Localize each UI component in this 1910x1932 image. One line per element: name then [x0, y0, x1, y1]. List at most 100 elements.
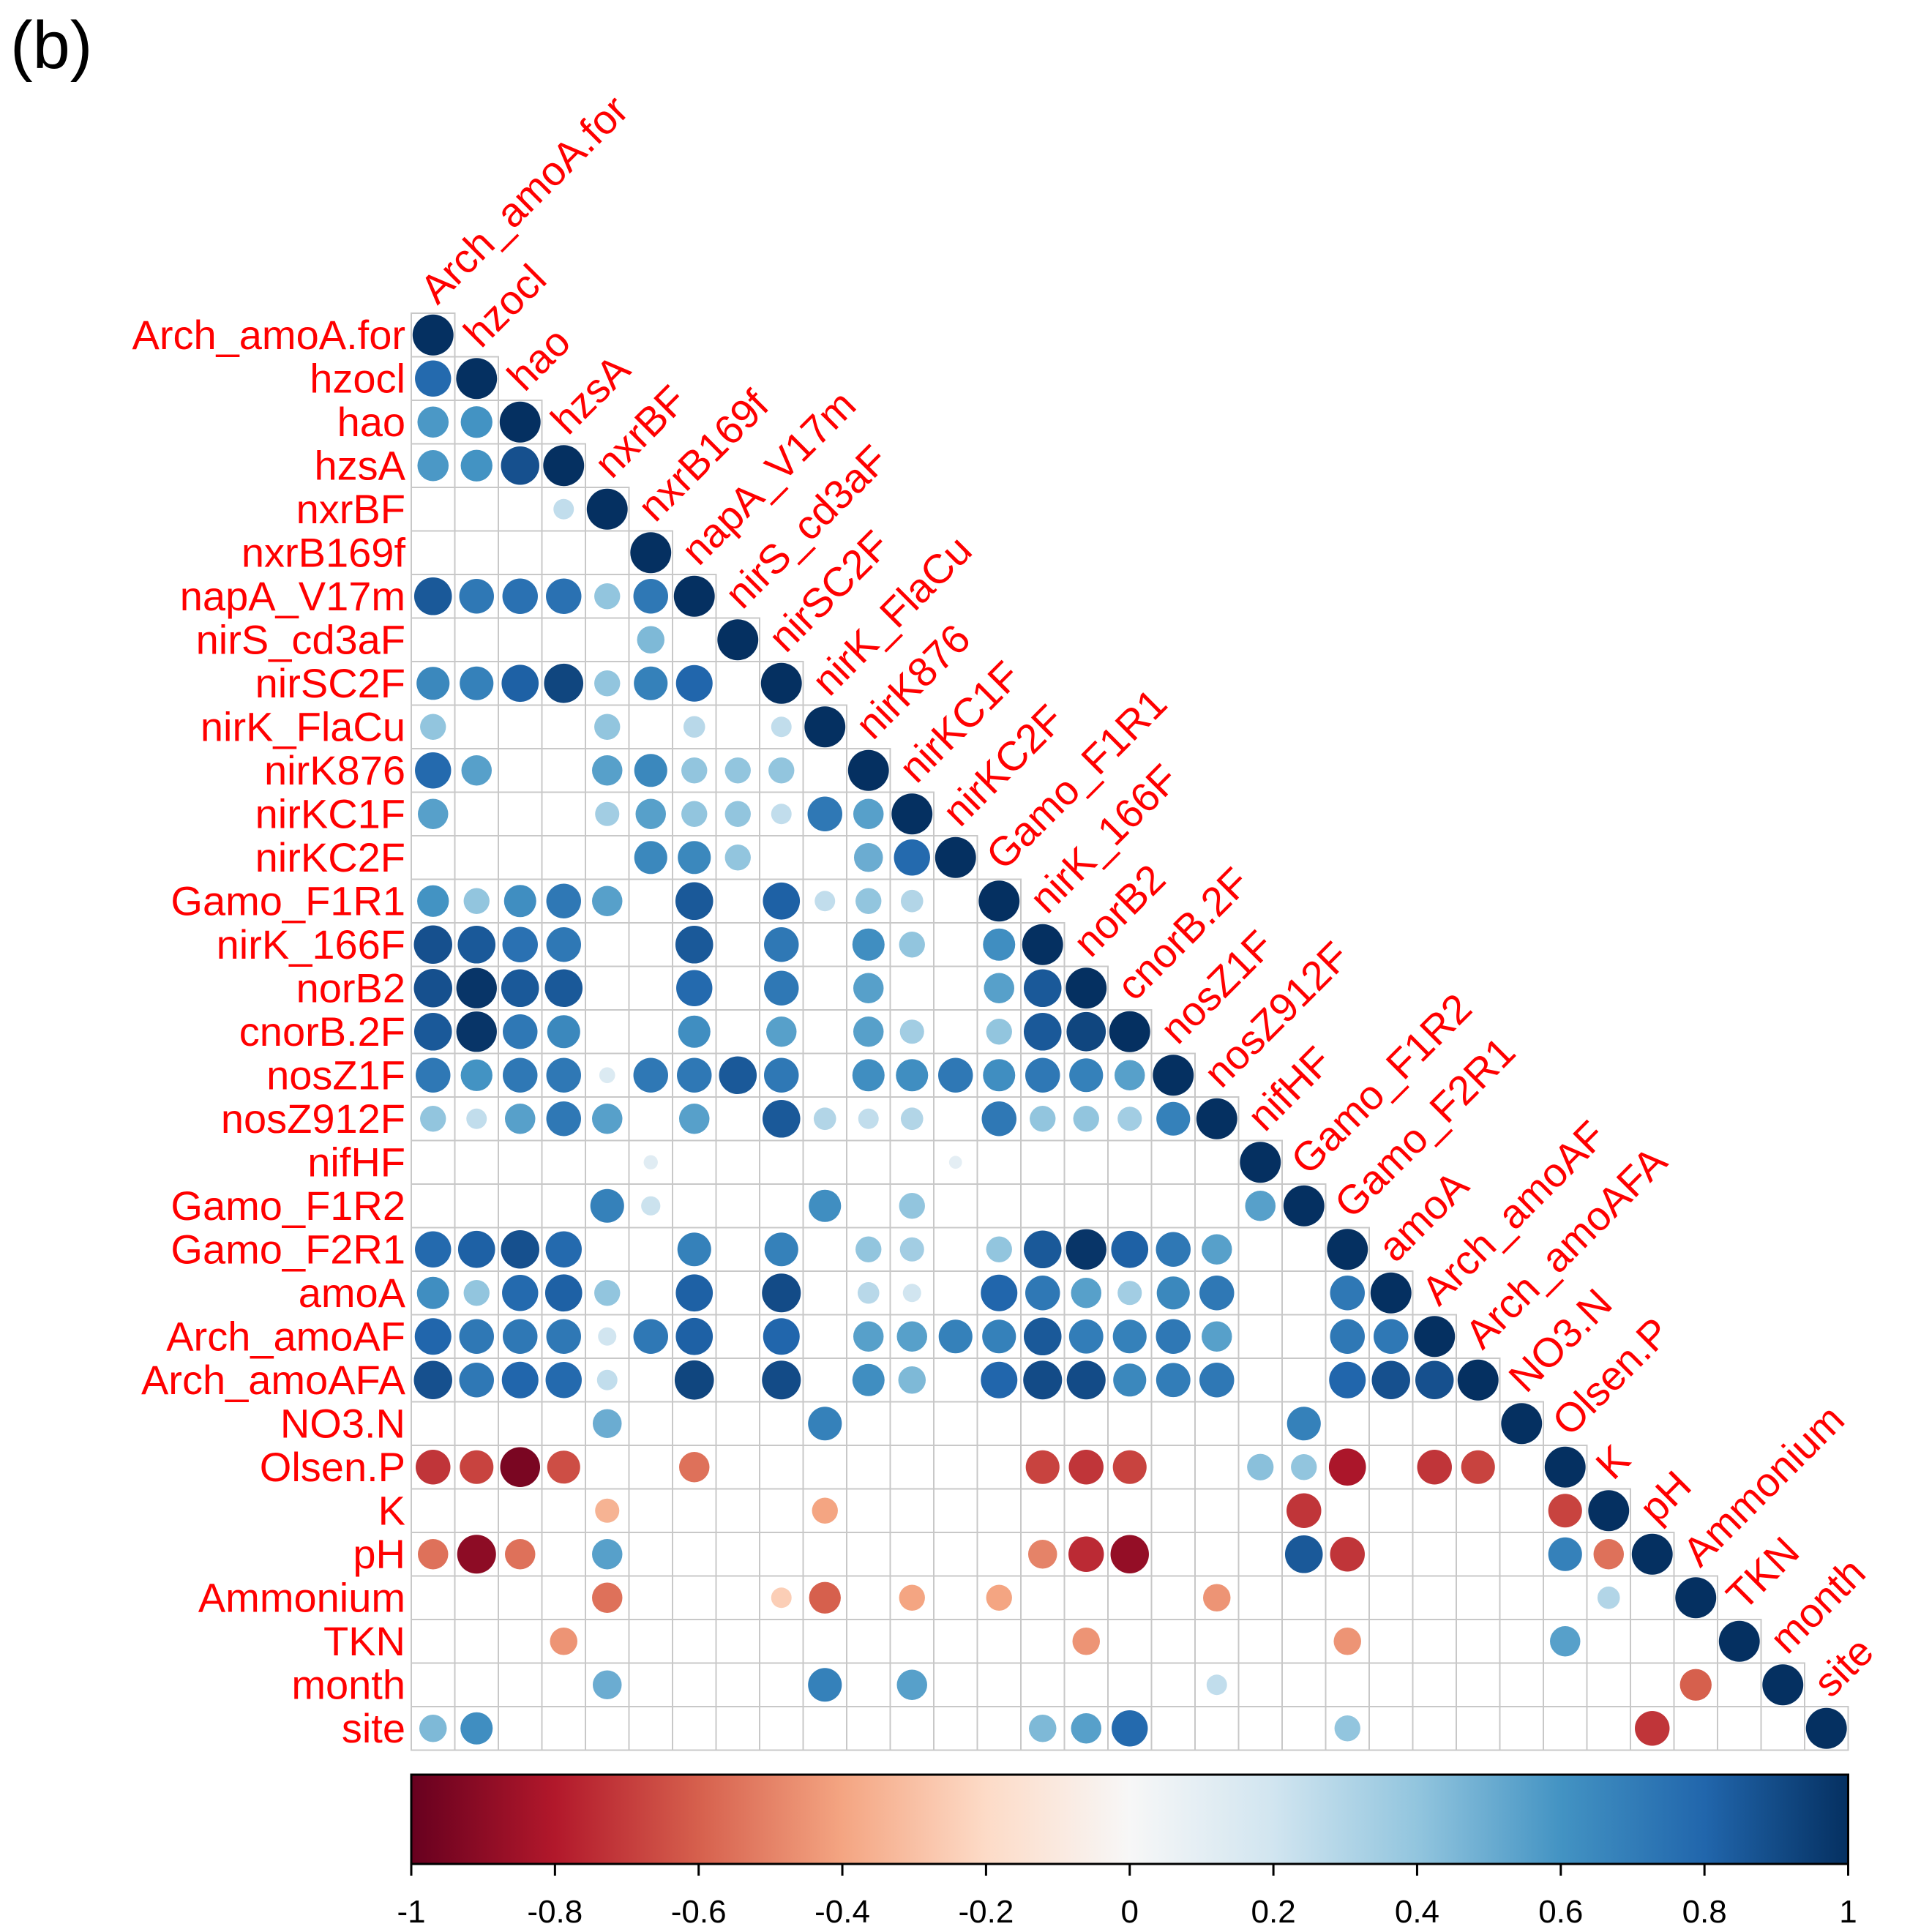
grid-cell	[976, 1488, 1022, 1533]
corr-point: Arch_amoAF / Arch_amoAF	[1414, 1316, 1456, 1358]
grid-cell	[715, 1662, 760, 1707]
grid-cell	[628, 1270, 673, 1316]
grid-cell	[498, 1401, 543, 1446]
grid-cell	[846, 1445, 891, 1490]
corr-point: Arch_amoAFA / Gamo_F1R1	[981, 1361, 1018, 1399]
grid-cell	[585, 1227, 630, 1272]
grid-cell	[585, 617, 630, 662]
grid-cell	[1412, 1532, 1457, 1577]
colorbar-tick-label: -1	[397, 1894, 425, 1930]
corr-point: Arch_amoAFA / hao	[501, 1361, 539, 1399]
grid-cell	[672, 1488, 717, 1533]
corr-point: nxrBF / nxrBF	[586, 488, 628, 530]
grid-cell	[498, 835, 543, 880]
corr-point: cnorB.2F / nirKC1F	[899, 1019, 924, 1044]
corr-point: nirK_166F / hzsA	[546, 927, 581, 962]
corr-point: month / nirK_FlaCu	[808, 1668, 842, 1702]
grid-cell	[933, 1619, 978, 1664]
grid-cell	[454, 1662, 499, 1707]
grid-cell	[715, 1358, 760, 1403]
corr-point: amoA / nosZ912F	[1199, 1276, 1235, 1311]
corr-point: TKN / Gamo_F2R1	[1333, 1627, 1362, 1655]
grid-cell	[759, 1445, 804, 1490]
corr-point: norB2 / nirK876	[853, 973, 884, 1003]
corr-point: nosZ912F / nosZ912F	[1196, 1098, 1237, 1139]
corr-point: TKN / TKN	[1718, 1620, 1760, 1662]
grid-cell	[1543, 1662, 1588, 1707]
corr-point: nirK876 / nirSC2F	[768, 757, 795, 784]
grid-cell	[976, 1445, 1022, 1490]
corr-point: Gamo_F1R2 / nxrBF	[590, 1188, 624, 1223]
grid-cell	[498, 530, 543, 575]
grid-cell	[1194, 1532, 1240, 1577]
grid-cell	[802, 1358, 847, 1403]
grid-cell	[498, 1183, 543, 1229]
corr-point: Arch_amoA.for / Arch_amoA.for	[412, 314, 454, 356]
corr-point: Gamo_F2R1 / hao	[501, 1230, 539, 1269]
corr-point: nosZ1F / hao	[503, 1057, 538, 1093]
grid-cell	[1194, 1706, 1240, 1751]
corr-point: Gamo_F2R1 / hzocl	[457, 1230, 495, 1268]
grid-cell	[715, 1532, 760, 1577]
grid-cell	[1020, 1619, 1066, 1664]
grid-cell	[454, 1401, 499, 1446]
grid-cell	[628, 1575, 673, 1620]
corr-point: Arch_amoAF / norB2	[1068, 1319, 1104, 1354]
corr-point: Olsen.P / norB2	[1068, 1450, 1104, 1485]
grid-cell	[498, 1706, 543, 1751]
grid-cell	[933, 1270, 978, 1316]
corr-point: Gamo_F2R1 / nirK_166F	[1023, 1230, 1062, 1269]
grid-cell	[846, 1401, 891, 1446]
grid-cell	[672, 1532, 717, 1577]
corr-point: amoA / Gamo_F2R1	[1330, 1276, 1365, 1311]
grid-cell	[1281, 1662, 1327, 1707]
corr-point: nosZ1F / nirK876	[852, 1059, 885, 1092]
colorbar-tick-label: 0.6	[1538, 1894, 1583, 1930]
row-label: Arch_amoA.for	[132, 312, 406, 358]
grid-cell	[802, 1227, 847, 1272]
corr-point: napA_V17m / napA_V17m	[673, 575, 715, 617]
corr-point: nifHF / nxrB169f	[643, 1155, 658, 1169]
corr-point: nirK876 / nirS_cd3aF	[724, 757, 751, 784]
corr-point: nosZ1F / hzsA	[546, 1057, 581, 1093]
grid-cell	[1412, 1488, 1457, 1533]
corr-point: nirSC2F / nxrBF	[594, 670, 621, 697]
corr-point: nosZ1F / nxrB169f	[633, 1057, 668, 1093]
grid-cell	[541, 1706, 586, 1751]
row-label: Ammonium	[198, 1574, 405, 1620]
corr-point: pH / cnorB.2F	[1110, 1535, 1149, 1573]
grid-cell	[802, 1009, 847, 1055]
grid-cell	[1020, 1488, 1066, 1533]
corr-point: nxrB169f / nxrB169f	[630, 532, 672, 574]
grid-cell	[541, 1662, 586, 1707]
corr-point: nirK876 / Arch_amoA.for	[415, 752, 452, 789]
corr-point: norB2 / hzsA	[544, 969, 583, 1008]
grid-cell	[498, 1619, 543, 1664]
corr-point: hzsA / hzocl	[460, 449, 493, 482]
grid-cell	[1237, 1227, 1283, 1272]
grid-cell	[802, 1314, 847, 1359]
corr-point: Gamo_F2R1 / Arch_amoA.for	[415, 1231, 452, 1268]
grid-cell	[715, 1575, 760, 1620]
corr-point: nosZ912F / nirK_FlaCu	[813, 1107, 836, 1131]
corr-point: month / nxrBF	[592, 1670, 622, 1700]
corr-point: nosZ1F / nxrBF	[599, 1067, 615, 1084]
corr-point: pH / norB2	[1068, 1536, 1104, 1572]
corr-point: month / Ammonium	[1679, 1669, 1712, 1701]
corr-point: month / nirKC1F	[896, 1669, 927, 1700]
corr-point: site / Arch_amoA.for	[419, 1714, 447, 1742]
grid-cell	[933, 1706, 978, 1751]
grid-cell	[1630, 1662, 1675, 1707]
corr-point: nirSC2F / hzocl	[460, 666, 494, 700]
corr-point: Gamo_F2R1 / napA_V17m	[677, 1232, 711, 1267]
grid-cell	[1150, 1706, 1196, 1751]
corr-point: Gamo_F1R2 / nifHF	[1245, 1191, 1276, 1221]
corr-point: Arch_amoAFA / cnorB.2F	[1113, 1363, 1147, 1397]
corr-point: nosZ1F / Gamo_F1R1	[983, 1059, 1016, 1092]
panel-label: (b)	[10, 8, 93, 83]
grid-cell	[802, 1052, 847, 1098]
grid-cell	[1281, 1358, 1327, 1403]
corr-point: hzsA / Arch_amoA.for	[417, 449, 449, 482]
corr-point: Arch_amoAF / hzsA	[546, 1319, 581, 1354]
